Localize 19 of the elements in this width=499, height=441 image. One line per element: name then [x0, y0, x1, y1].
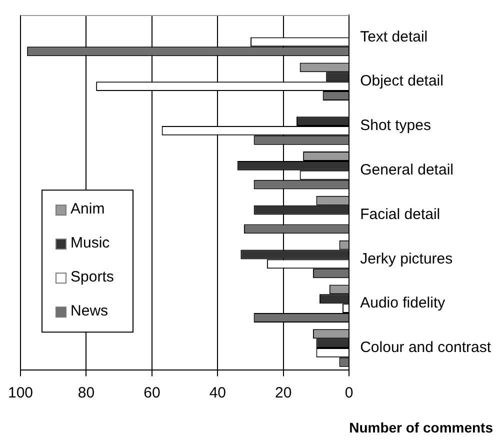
y-tick-label: General detail [360, 162, 454, 179]
legend-label: Music [70, 234, 110, 252]
y-tick-label: Facial detail [360, 206, 440, 223]
legend-label: Anim [70, 200, 105, 218]
x-axis-title: Number of comments [349, 419, 494, 436]
x-tick-label: 80 [78, 384, 95, 402]
x-tick-label: 0 [344, 384, 354, 402]
x-tick-label: 20 [275, 384, 292, 402]
y-tick-label: Object detail [360, 72, 444, 90]
legend-label: Sports [70, 268, 114, 286]
y-tick-label: Text detail [360, 28, 428, 46]
x-tick-label: 40 [209, 384, 226, 402]
legend-label: News [70, 302, 108, 320]
y-tick-label: Audio fidelity [360, 294, 446, 312]
x-tick-label: 100 [8, 384, 34, 402]
x-tick-label: 60 [144, 384, 160, 402]
y-tick-label: Colour and contrast [360, 339, 492, 356]
y-tick-label: Jerky pictures [360, 250, 453, 268]
y-tick-label: Shot types [360, 117, 431, 134]
